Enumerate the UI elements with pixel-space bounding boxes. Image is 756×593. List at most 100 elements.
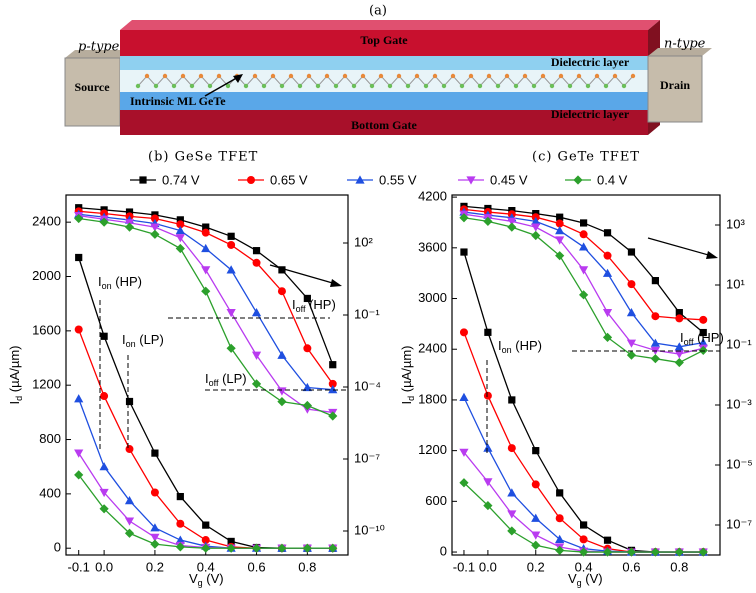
x-tick-label: 0.6 <box>622 559 640 574</box>
legend-label: 0.45 V <box>490 172 528 187</box>
y-tick-label: 2000 <box>32 268 61 283</box>
marker <box>150 229 160 239</box>
y-tick-label: 400 <box>39 485 61 500</box>
annotation: Ion (HP) <box>98 274 142 291</box>
marker <box>303 294 311 303</box>
marker <box>459 448 469 457</box>
marker <box>459 328 468 337</box>
marker <box>674 342 684 351</box>
atom <box>171 83 177 89</box>
marker <box>531 216 541 225</box>
text-part: I <box>680 330 684 345</box>
text-part: (V) <box>203 571 224 586</box>
text-part: V <box>189 571 198 586</box>
marker <box>459 478 469 488</box>
x-tick-label: 0.2 <box>527 559 545 574</box>
atom <box>414 73 420 79</box>
legend-label: 0.74 V <box>162 172 200 187</box>
subscript: off <box>209 378 219 388</box>
x-tick-label: 0.4 <box>575 559 593 574</box>
x-tick-label: -0.1 <box>453 559 475 574</box>
marker <box>459 213 469 223</box>
marker <box>227 537 235 546</box>
marker <box>227 232 235 240</box>
marker <box>626 308 637 317</box>
series-line <box>78 329 333 549</box>
atom <box>468 73 474 79</box>
y2-tick-label: 10⁻¹ <box>354 306 380 321</box>
marker <box>626 339 637 348</box>
y-tick-label: 2400 <box>418 341 447 356</box>
marker <box>175 542 185 552</box>
drain-type: n-type <box>664 37 706 52</box>
series-line <box>78 452 333 549</box>
annotation: Ion (HP) <box>498 338 542 355</box>
subscript: g <box>577 578 582 588</box>
text-part: (LP) <box>136 332 164 347</box>
marker <box>555 545 565 555</box>
marker <box>484 328 492 336</box>
atom <box>621 83 627 89</box>
atom <box>549 83 555 89</box>
atom <box>189 83 195 89</box>
text-part: (µA/µm) <box>399 345 414 395</box>
source-top <box>65 50 130 58</box>
atom <box>630 73 636 79</box>
y-tick-label: 1200 <box>418 442 447 457</box>
marker <box>483 443 493 452</box>
text-part: (HP) <box>112 274 142 289</box>
chart-title: (b) GeSe TFET <box>148 150 258 165</box>
y-tick-label: 3600 <box>418 239 447 254</box>
drain-block <box>647 55 703 123</box>
atom <box>144 73 150 79</box>
legend-marker <box>247 176 255 184</box>
y2-tick-label: 10⁻¹⁰ <box>354 522 385 537</box>
dielectric-label: Dielectric layer <box>551 107 630 121</box>
marker <box>100 332 108 340</box>
atom <box>486 73 492 79</box>
marker <box>278 266 286 274</box>
marker <box>626 547 637 557</box>
marker <box>555 251 565 261</box>
marker <box>124 528 135 538</box>
marker <box>675 314 684 323</box>
atom <box>378 73 384 79</box>
atom <box>288 73 294 79</box>
marker <box>251 351 262 360</box>
marker <box>74 394 84 403</box>
atom <box>576 73 582 79</box>
marker <box>150 523 160 532</box>
marker <box>151 449 159 457</box>
x-tick-label: 0.6 <box>248 559 266 574</box>
marker <box>602 309 613 318</box>
text-part: (µA/µm) <box>7 345 22 395</box>
marker <box>201 536 210 545</box>
marker <box>176 216 184 224</box>
atom <box>351 83 357 89</box>
marker <box>555 514 564 523</box>
marker <box>302 382 312 392</box>
marker <box>507 526 517 536</box>
channel-label: Intrinsic ML GeTe <box>130 94 226 108</box>
marker <box>483 500 493 511</box>
marker <box>699 328 707 337</box>
atom <box>594 73 600 79</box>
marker <box>531 540 541 550</box>
atom <box>279 83 285 89</box>
legend-label: 0.4 V <box>597 172 628 187</box>
marker <box>531 513 541 522</box>
marker <box>602 547 613 557</box>
x-tick-label: 0.0 <box>479 559 497 574</box>
marker <box>150 533 160 542</box>
atom <box>603 83 609 89</box>
marker <box>176 492 184 501</box>
top-gate-label: Top Gate <box>360 33 408 47</box>
marker <box>125 445 134 454</box>
marker <box>150 488 159 497</box>
marker <box>201 543 211 553</box>
marker <box>175 234 185 243</box>
atom <box>522 73 528 79</box>
atom <box>450 73 456 79</box>
marker <box>150 539 160 549</box>
marker <box>202 521 210 529</box>
